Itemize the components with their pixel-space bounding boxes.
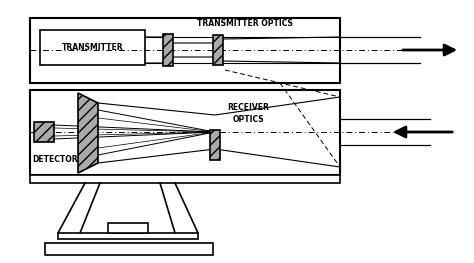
Bar bbox=[30, 18, 340, 83]
Bar bbox=[163, 34, 173, 66]
Bar bbox=[58, 233, 198, 239]
Bar bbox=[30, 90, 340, 175]
Bar bbox=[40, 30, 145, 65]
Text: TRANSMITTER: TRANSMITTER bbox=[62, 43, 123, 52]
Text: DETECTOR: DETECTOR bbox=[32, 155, 78, 164]
Text: OPTICS: OPTICS bbox=[232, 115, 264, 124]
Bar bbox=[213, 35, 223, 65]
Text: TRANSMITTER OPTICS: TRANSMITTER OPTICS bbox=[197, 19, 293, 28]
Bar bbox=[108, 223, 148, 233]
Text: RECEIVER: RECEIVER bbox=[227, 104, 269, 113]
Bar bbox=[30, 175, 340, 183]
Bar bbox=[45, 243, 213, 255]
Bar bbox=[34, 122, 54, 142]
Polygon shape bbox=[78, 93, 98, 173]
Bar bbox=[210, 130, 220, 160]
